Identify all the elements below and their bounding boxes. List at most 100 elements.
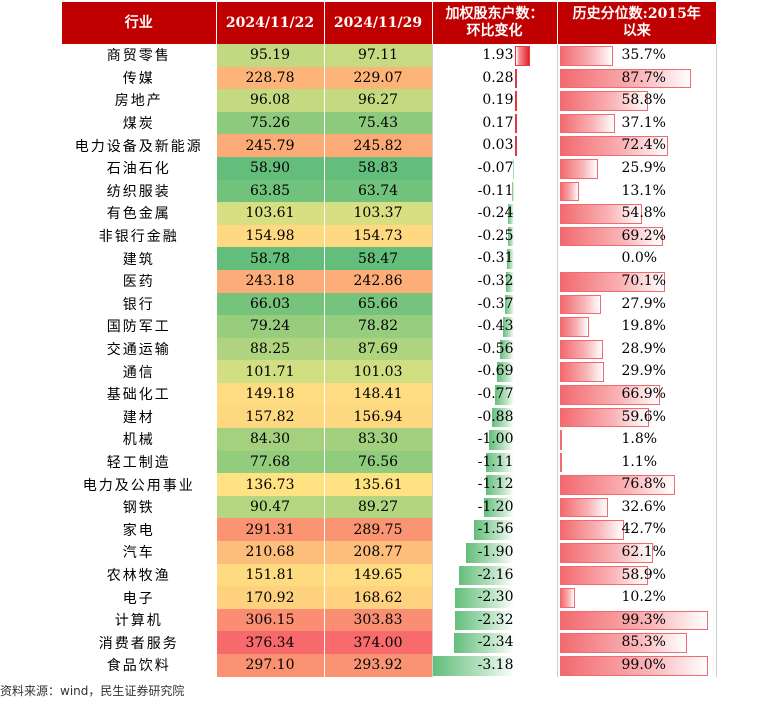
percentile-cell: 32.6%	[557, 495, 717, 519]
value-cell-date1: 243.18	[215, 269, 324, 293]
percentile-cell: 25.9%	[557, 156, 717, 180]
header-change-line1: 加权股东户数：	[445, 6, 544, 22]
industry-cell: 交通运输	[106, 342, 171, 359]
percentile-label: 35.7%	[621, 47, 666, 63]
table-row: 电力及公用事业 136.73 135.61 -1.12 76.8%	[62, 473, 717, 496]
percentile-label: 72.4%	[621, 137, 666, 154]
percentile-cell: 70.1%	[557, 269, 717, 293]
industry-cell: 通信	[122, 364, 155, 381]
industry-cell: 房地产	[114, 93, 163, 110]
value-cell-date1: 58.78	[215, 247, 324, 270]
percentile-cell: 54.8%	[557, 202, 717, 225]
percentile-bar	[559, 113, 616, 134]
value-cell-date1: 79.24	[215, 315, 324, 338]
table-row: 银行 66.03 65.66 -0.37 27.9%	[62, 292, 717, 316]
value-cell-date2: 148.41	[323, 382, 432, 406]
change-label: -0.69	[477, 363, 514, 380]
percentile-label: 54.8%	[621, 205, 666, 222]
value-cell-date2: 303.83	[323, 608, 432, 632]
value-cell-date2: 289.75	[323, 518, 432, 542]
industry-cell: 消费者服务	[98, 635, 179, 652]
value-cell-date2: 96.27	[323, 89, 432, 112]
percentile-cell: 28.9%	[557, 337, 717, 361]
change-cell: -0.77	[431, 382, 558, 406]
value-cell-date2: 65.66	[323, 292, 432, 316]
change-label: -0.24	[477, 205, 514, 222]
industry-cell: 纺织服装	[106, 183, 171, 200]
percentile-bar	[559, 68, 692, 89]
value-cell-date2: 293.92	[323, 654, 432, 677]
percentile-cell: 72.4%	[557, 134, 717, 157]
value-cell-date2: 58.47	[323, 247, 432, 270]
value-cell-date2: 149.65	[323, 563, 432, 587]
change-cell: 0.28	[431, 66, 558, 90]
table-row: 食品饮料 297.10 293.92 -3.18 99.0%	[62, 654, 717, 677]
percentile-bar	[559, 565, 648, 586]
percentile-bar	[559, 181, 580, 202]
value-cell-date1: 75.26	[215, 111, 324, 135]
value-cell-date1: 157.82	[215, 405, 324, 429]
change-cell: -2.16	[431, 563, 558, 587]
percentile-bar	[559, 452, 562, 473]
percentile-label: 1.8%	[621, 431, 658, 448]
percentile-bar	[559, 226, 664, 247]
percentile-bar	[559, 294, 602, 315]
change-cell: -2.32	[431, 608, 558, 632]
change-bar-negative	[508, 226, 515, 247]
change-cell: -1.12	[431, 473, 558, 496]
percentile-cell: 59.6%	[557, 405, 717, 429]
percentile-bar	[559, 497, 609, 518]
change-cell: 0.03	[431, 134, 558, 157]
change-label: -3.18	[477, 657, 514, 674]
industry-cell: 计算机	[114, 613, 163, 630]
value-cell-date2: 208.77	[323, 541, 432, 564]
change-label: -0.32	[477, 272, 514, 289]
industry-cell: 农林牧渔	[106, 567, 171, 584]
table-body: 商贸零售 95.19 97.11 1.93 35.7% 传媒 228.78 229.07 0.2…	[62, 44, 717, 677]
percentile-label: 76.8%	[621, 476, 666, 493]
table-row: 机械 84.30 83.30 -1.00 1.8%	[62, 428, 717, 451]
value-cell-date2: 168.62	[323, 586, 432, 609]
percentile-bar	[559, 610, 709, 631]
table-row: 煤炭 75.26 75.43 0.17 37.1%	[62, 111, 717, 135]
change-bar-negative	[465, 543, 515, 563]
percentile-cell: 27.9%	[557, 292, 717, 316]
value-cell-date2: 78.82	[323, 315, 432, 338]
value-cell-date2: 63.74	[323, 179, 432, 203]
change-bar-positive	[514, 113, 517, 134]
value-cell-date2: 229.07	[323, 66, 432, 90]
header-percentile-line2: 以来	[622, 23, 651, 39]
percentile-label: 42.7%	[621, 521, 666, 538]
percentile-label: 0.0%	[621, 250, 658, 267]
change-cell: -0.56	[431, 337, 558, 361]
value-cell-date2: 135.61	[323, 473, 432, 496]
percentile-label: 1.1%	[621, 453, 658, 470]
value-cell-date1: 84.30	[215, 428, 324, 451]
header-change: 加权股东户数： 环比变化	[432, 2, 558, 44]
percentile-bar	[559, 46, 614, 66]
change-label: 0.28	[482, 69, 514, 86]
change-cell: 1.93	[431, 44, 558, 67]
change-bar-negative	[508, 204, 515, 224]
table-row: 基础化工 149.18 148.41 -0.77 66.9%	[62, 382, 717, 406]
change-cell: -0.31	[431, 247, 558, 270]
table-row: 电力设备及新能源 245.79 245.82 0.03 72.4%	[62, 134, 717, 157]
source-note: 资料来源：wind，民生证券研究院	[0, 684, 185, 698]
change-cell: -2.34	[431, 631, 558, 655]
change-bar-negative	[454, 610, 515, 631]
percentile-label: 19.8%	[621, 318, 666, 335]
industry-cell: 轻工制造	[106, 454, 171, 471]
industry-cell: 机械	[122, 432, 155, 449]
value-cell-date1: 245.79	[215, 134, 324, 157]
percentile-bar	[559, 204, 642, 224]
change-label: -0.43	[477, 318, 514, 335]
industry-cell: 石油石化	[106, 161, 171, 178]
value-cell-date1: 170.92	[215, 586, 324, 609]
table-row: 石油石化 58.90 58.83 -0.07 25.9%	[62, 156, 717, 180]
industry-cell: 钢铁	[122, 500, 155, 517]
change-bar-negative	[491, 407, 515, 428]
change-bar-negative	[504, 294, 515, 315]
industry-cell: 传媒	[122, 70, 155, 87]
change-cell: -2.30	[431, 586, 558, 609]
header-date-1: 2024/11/22	[216, 2, 325, 44]
